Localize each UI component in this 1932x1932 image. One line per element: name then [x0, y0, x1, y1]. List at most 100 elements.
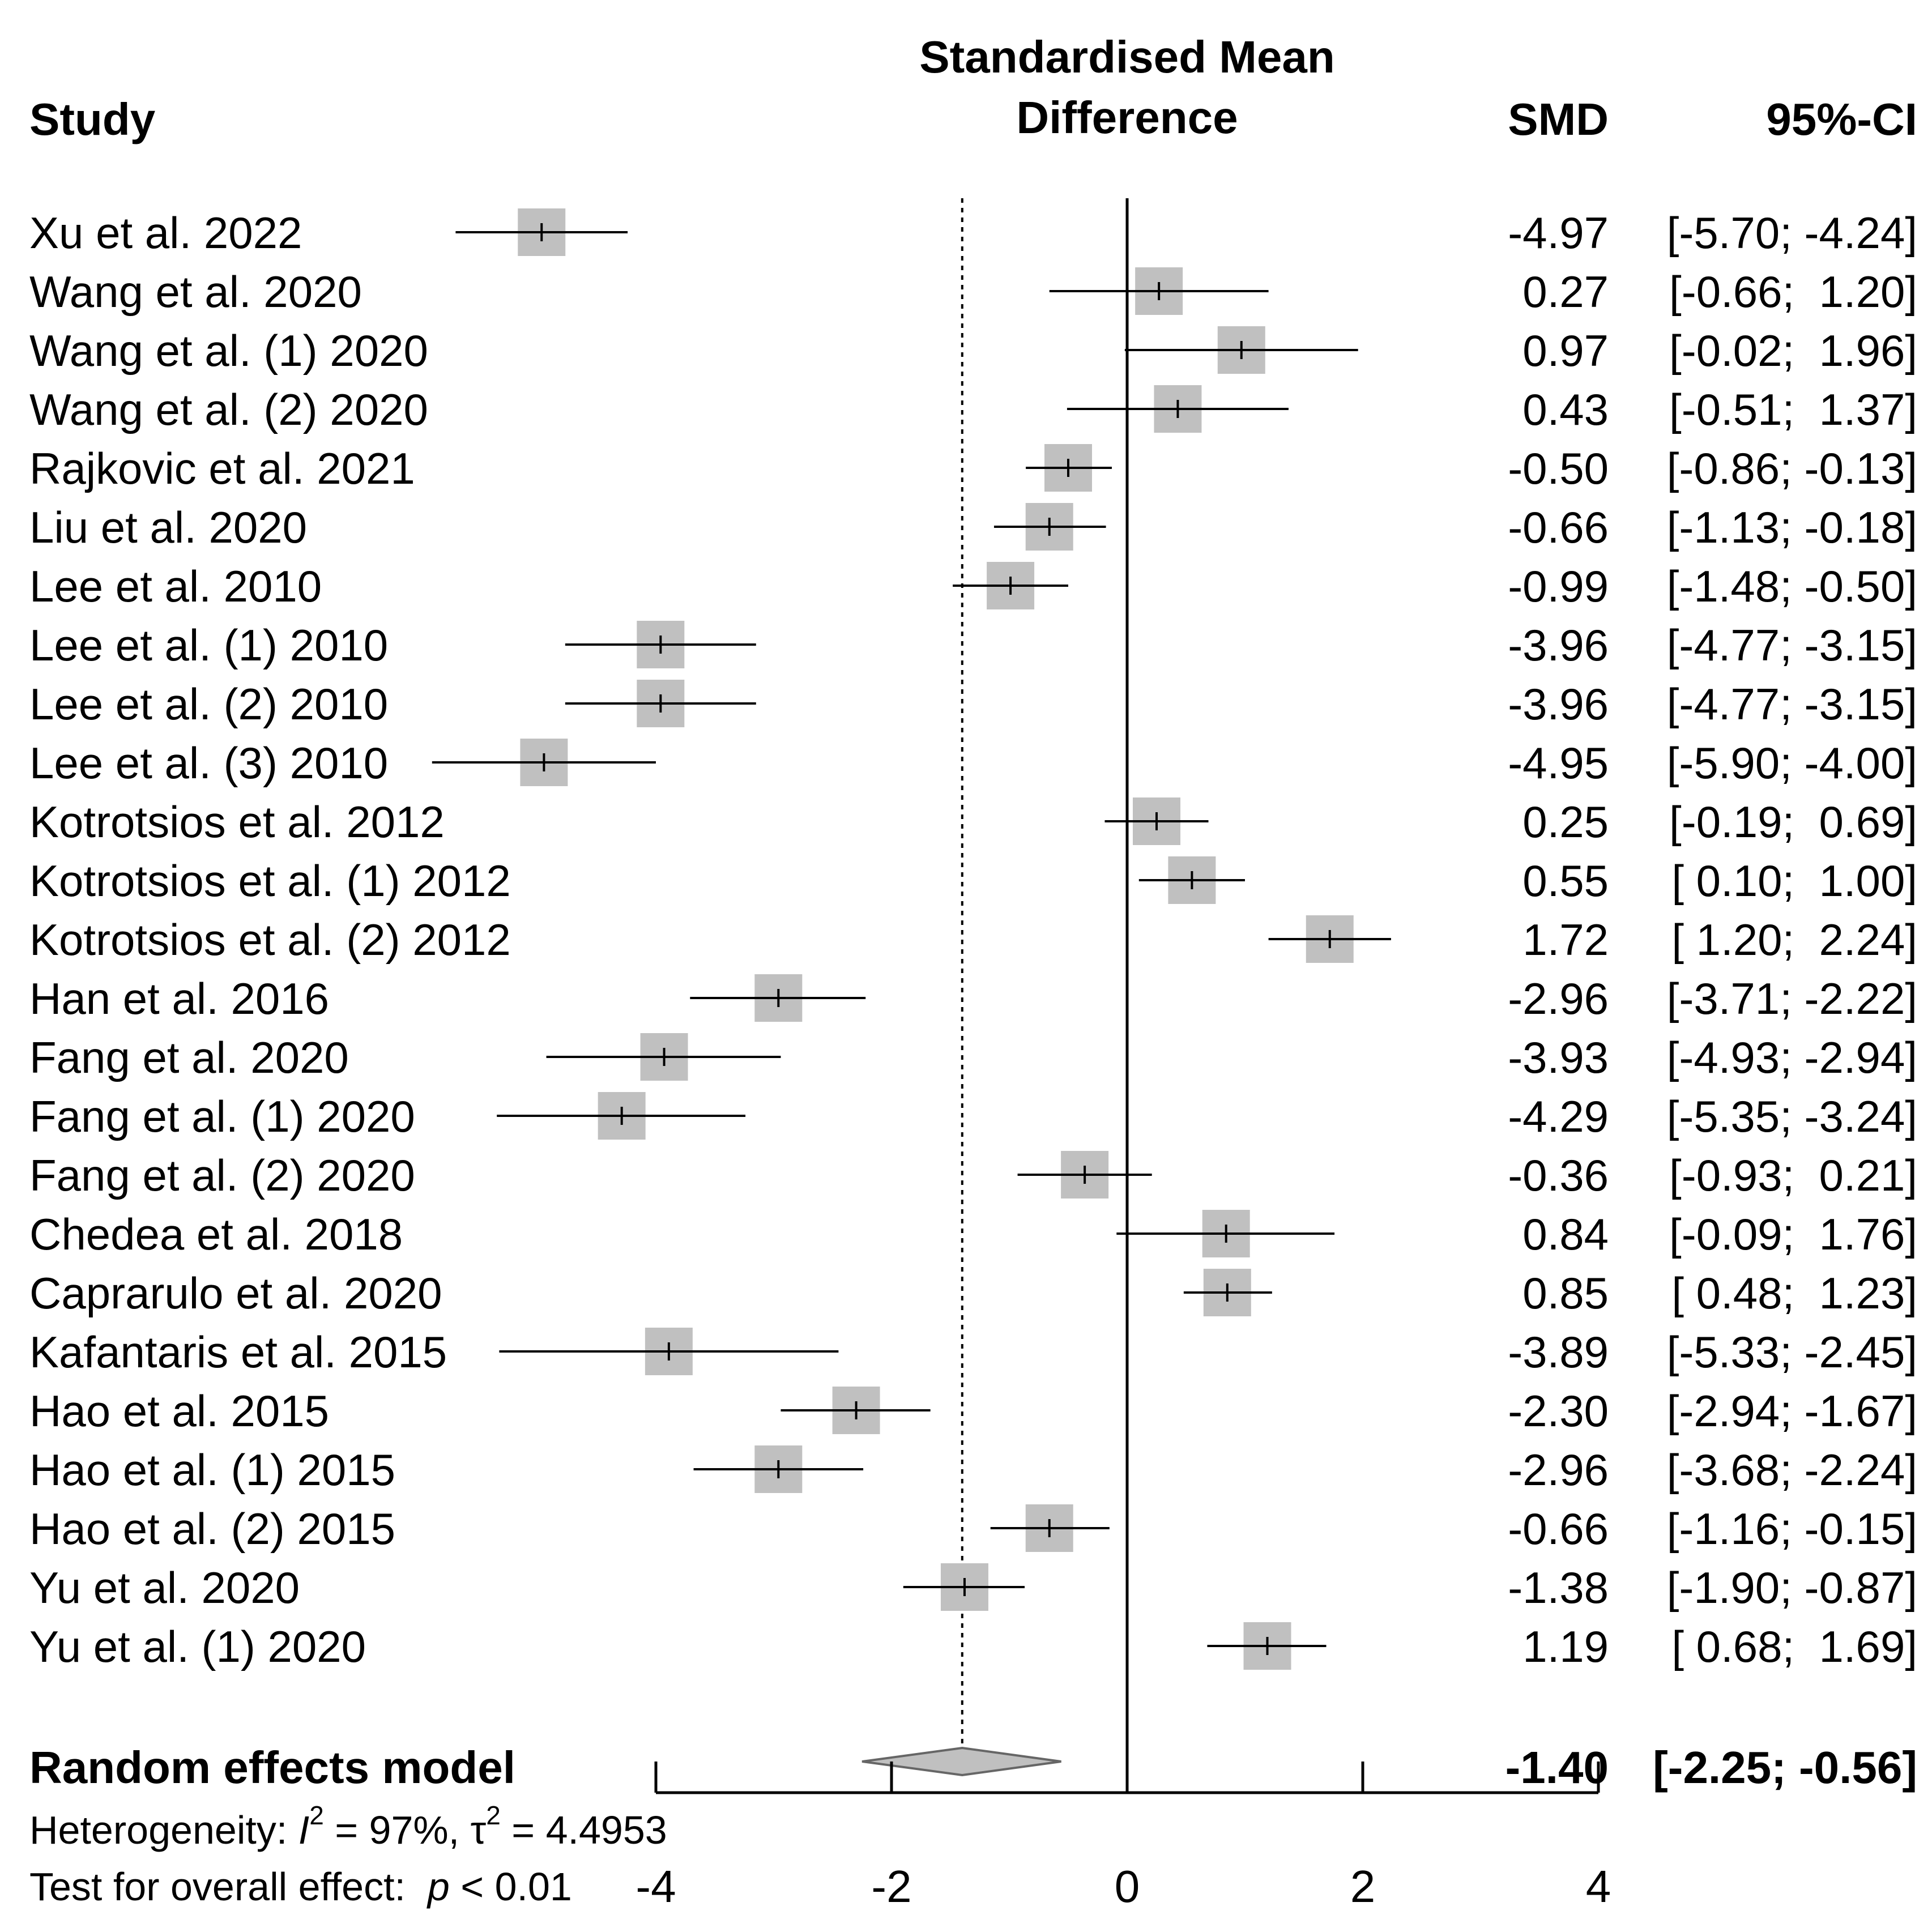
x-axis-tick-label: 4	[1586, 1861, 1611, 1912]
study-label: Lee et al. (3) 2010	[29, 738, 388, 788]
study-smd-value: -0.36	[1508, 1150, 1609, 1200]
study-row: Caprarulo et al. 2020 0.85 [ 0.48; 1.23]	[29, 1268, 1917, 1318]
study-smd-value: -4.95	[1508, 738, 1609, 788]
x-axis-tick-label: 2	[1350, 1861, 1376, 1912]
study-row: Fang et al. (1) 2020 -4.29 [-5.35; -3.24]	[29, 1091, 1917, 1141]
study-row: Chedea et al. 2018 0.84 [-0.09; 1.76]	[29, 1209, 1917, 1259]
study-label: Fang et al. 2020	[29, 1033, 349, 1082]
study-ci-value: [ 1.20; 2.24]	[1671, 915, 1917, 965]
study-label: Liu et al. 2020	[29, 502, 307, 552]
study-row: Lee et al. (3) 2010 -4.95 [-5.90; -4.00]	[29, 738, 1917, 788]
study-label: Rajkovic et al. 2021	[29, 443, 415, 493]
header-ci: 95%-CI	[1766, 94, 1917, 144]
study-smd-value: -0.99	[1508, 561, 1609, 611]
study-label: Wang et al. (2) 2020	[29, 385, 428, 434]
study-smd-value: -4.29	[1508, 1091, 1609, 1141]
study-row: Fang et al. (2) 2020 -0.36 [-0.93; 0.21]	[29, 1150, 1917, 1200]
study-smd-value: 0.27	[1522, 267, 1609, 317]
heterogeneity-text: Heterogeneity: I2 = 97%, τ2 = 4.4953	[29, 1801, 667, 1852]
study-ci-value: [-4.77; -3.15]	[1667, 679, 1917, 729]
header-effect-line1: Standardised Mean	[919, 32, 1335, 82]
study-row: Hao et al. (2) 2015 -0.66 [-1.16; -0.15]	[29, 1504, 1917, 1554]
i2-value: = 97%,	[324, 1808, 471, 1852]
study-smd-value: 1.72	[1522, 915, 1609, 965]
tau-symbol: τ	[471, 1808, 487, 1852]
study-ci-value: [-0.93; 0.21]	[1669, 1150, 1917, 1200]
study-row: Kotrotsios et al. 2012 0.25 [-0.19; 0.69]	[29, 797, 1917, 847]
study-row: Wang et al. 2020 0.27 [-0.66; 1.20]	[29, 267, 1917, 317]
study-label: Yu et al. 2020	[29, 1563, 300, 1613]
study-smd-value: 0.84	[1522, 1209, 1609, 1259]
study-row: Han et al. 2016 -2.96 [-3.71; -2.22]	[29, 974, 1917, 1023]
i2-superscript: 2	[309, 1801, 324, 1830]
study-smd-value: -0.50	[1508, 443, 1609, 493]
study-smd-value: -4.97	[1508, 208, 1609, 258]
study-label: Kafantaris et al. 2015	[29, 1327, 447, 1377]
study-row: Lee et al. (2) 2010 -3.96 [-4.77; -3.15]	[29, 679, 1917, 729]
study-row: Hao et al. (1) 2015 -2.96 [-3.68; -2.24]	[29, 1445, 1917, 1495]
pooled-ci: [-2.25; -0.56]	[1653, 1742, 1917, 1793]
overall-effect-prefix: Test for overall effect:	[29, 1865, 428, 1909]
header-study: Study	[29, 94, 156, 144]
study-smd-value: -3.96	[1508, 679, 1609, 729]
pooled-smd: -1.40	[1505, 1742, 1609, 1793]
study-label: Kotrotsios et al. (2) 2012	[29, 915, 511, 965]
study-row: Kafantaris et al. 2015 -3.89 [-5.33; -2.45…	[29, 1327, 1917, 1377]
header-effect-line2: Difference	[1016, 92, 1238, 143]
x-axis: -4 -2 0 2 4	[636, 1762, 1611, 1912]
study-ci-value: [-2.94; -1.67]	[1667, 1386, 1917, 1436]
study-smd-value: 0.85	[1522, 1268, 1609, 1318]
study-row: Yu et al. 2020 -1.38 [-1.90; -0.87]	[29, 1563, 1917, 1613]
study-smd-value: -2.96	[1508, 974, 1609, 1023]
study-row: Rajkovic et al. 2021 -0.50 [-0.86; -0.13]	[29, 443, 1917, 493]
p-value: < 0.01	[450, 1865, 572, 1909]
study-smd-value: -3.89	[1508, 1327, 1609, 1377]
study-ci-value: [-0.86; -0.13]	[1667, 443, 1917, 493]
study-ci-value: [-1.90; -0.87]	[1667, 1563, 1917, 1613]
study-smd-value: -3.93	[1508, 1033, 1609, 1082]
header-smd: SMD	[1508, 94, 1609, 144]
study-smd-value: -0.66	[1508, 1504, 1609, 1554]
study-ci-value: [-5.70; -4.24]	[1667, 208, 1917, 258]
study-row: Liu et al. 2020 -0.66 [-1.13; -0.18]	[29, 502, 1917, 552]
study-ci-value: [-0.02; 1.96]	[1669, 326, 1917, 376]
study-row: Wang et al. (2) 2020 0.43 [-0.51; 1.37]	[29, 385, 1917, 434]
study-label: Hao et al. (2) 2015	[29, 1504, 395, 1554]
study-label: Yu et al. (1) 2020	[29, 1622, 366, 1671]
study-ci-value: [-1.16; -0.15]	[1667, 1504, 1917, 1554]
study-smd-value: 0.43	[1522, 385, 1609, 434]
study-label: Wang et al. (1) 2020	[29, 326, 428, 376]
study-label: Fang et al. (1) 2020	[29, 1091, 415, 1141]
study-rows: Xu et al. 2022 -4.97 [-5.70; -4.24] Wang et…	[29, 208, 1917, 1671]
study-ci-value: [-3.71; -2.22]	[1667, 974, 1917, 1023]
study-smd-value: -0.66	[1508, 502, 1609, 552]
p-symbol: p	[427, 1865, 450, 1909]
study-ci-value: [-0.19; 0.69]	[1669, 797, 1917, 847]
study-row: Wang et al. (1) 2020 0.97 [-0.02; 1.96]	[29, 326, 1917, 376]
study-smd-value: 1.19	[1522, 1622, 1609, 1671]
study-label: Hao et al. (1) 2015	[29, 1445, 395, 1495]
study-ci-value: [-1.13; -0.18]	[1667, 502, 1917, 552]
study-label: Kotrotsios et al. 2012	[29, 797, 445, 847]
study-label: Kotrotsios et al. (1) 2012	[29, 856, 511, 906]
study-smd-value: -1.38	[1508, 1563, 1609, 1613]
heterogeneity-prefix: Heterogeneity:	[29, 1808, 298, 1852]
study-label: Chedea et al. 2018	[29, 1209, 403, 1259]
pooled-label: Random effects model	[29, 1742, 515, 1793]
study-row: Fang et al. 2020 -3.93 [-4.93; -2.94]	[29, 1033, 1917, 1082]
study-ci-value: [-1.48; -0.50]	[1667, 561, 1917, 611]
study-label: Han et al. 2016	[29, 974, 329, 1023]
study-label: Fang et al. (2) 2020	[29, 1150, 415, 1200]
overall-effect-text: Test for overall effect: p < 0.01	[29, 1865, 572, 1909]
study-row: Kotrotsios et al. (1) 2012 0.55 [ 0.10; 1.…	[29, 856, 1917, 906]
study-label: Lee et al. (1) 2010	[29, 620, 388, 670]
study-row: Xu et al. 2022 -4.97 [-5.70; -4.24]	[29, 208, 1917, 258]
pooled-diamond	[861, 1746, 1061, 1777]
study-smd-value: 0.97	[1522, 326, 1609, 376]
study-row: Kotrotsios et al. (2) 2012 1.72 [ 1.20; 2.…	[29, 915, 1917, 965]
study-row: Lee et al. (1) 2010 -3.96 [-4.77; -3.15]	[29, 620, 1917, 670]
study-smd-value: -2.96	[1508, 1445, 1609, 1495]
i2-symbol: I	[298, 1808, 309, 1852]
study-ci-value: [ 0.10; 1.00]	[1671, 856, 1917, 906]
study-smd-value: -3.96	[1508, 620, 1609, 670]
